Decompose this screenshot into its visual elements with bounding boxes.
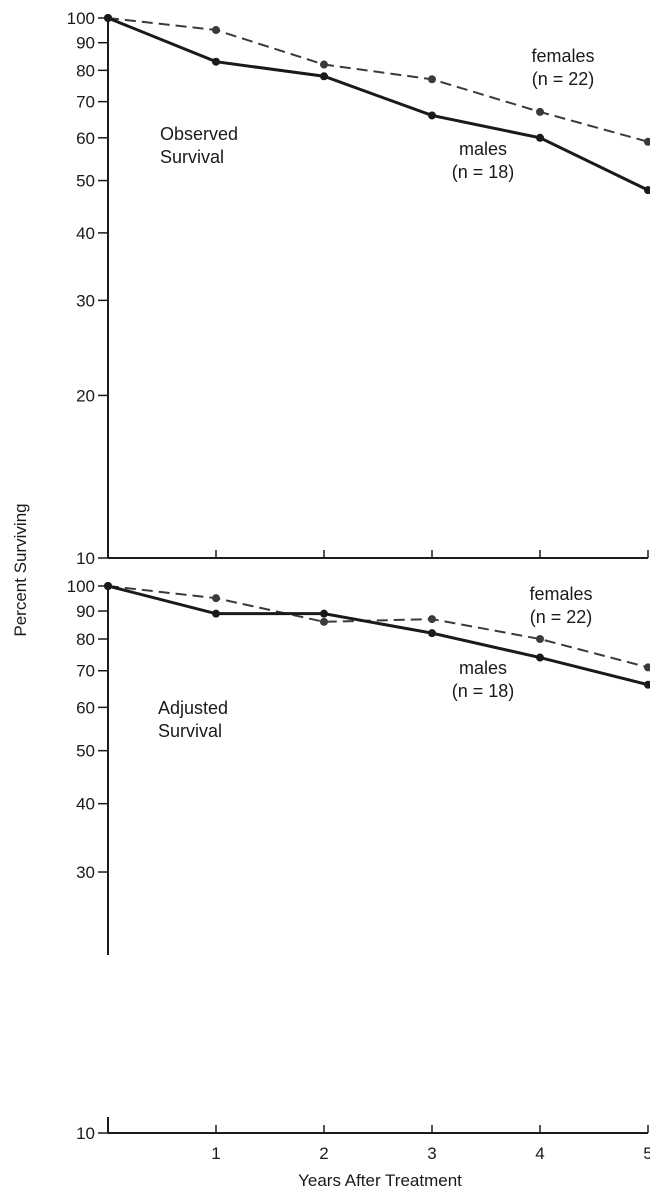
observed-y-tick-label: 40 bbox=[76, 224, 95, 243]
observed-females-point bbox=[212, 26, 220, 35]
observed-males-line bbox=[107, 16, 649, 192]
observed-y-tick-label: 70 bbox=[76, 93, 95, 112]
adjusted-males-point bbox=[104, 582, 112, 590]
adjusted-survival-panel: 10 30 40 50 60 70 80 90 100 1 2 3 4 5 females (n = 22) m… bbox=[67, 577, 650, 1163]
observed-panel-label: Observed bbox=[160, 124, 238, 144]
observed-males-point bbox=[104, 14, 112, 22]
adjusted-males-point bbox=[320, 609, 328, 618]
adjusted-x-tick-label: 5 bbox=[643, 1144, 650, 1163]
adjusted-males-point bbox=[428, 629, 436, 638]
adjusted-y-tick-label: 10 bbox=[76, 1124, 95, 1143]
observed-y-tick-label: 30 bbox=[76, 291, 95, 310]
adjusted-y-tick-label: 50 bbox=[76, 742, 95, 761]
adjusted-x-tick-label: 2 bbox=[319, 1144, 328, 1163]
adjusted-females-point bbox=[212, 594, 220, 603]
adjusted-females-point bbox=[320, 617, 328, 626]
adjusted-panel-label: Adjusted bbox=[158, 698, 228, 718]
adjusted-males-line bbox=[107, 584, 649, 687]
observed-y-tick-label: 60 bbox=[76, 129, 95, 148]
observed-survival-panel: 10 20 30 40 50 60 70 80 90 100 females (n = 22) male… bbox=[67, 9, 650, 568]
adjusted-males-label: males bbox=[459, 658, 507, 678]
observed-males-label: males bbox=[459, 139, 507, 159]
adjusted-y-tick-label: 100 bbox=[67, 577, 95, 596]
observed-males-point bbox=[536, 133, 544, 142]
observed-females-n-label: (n = 22) bbox=[532, 69, 595, 89]
adjusted-panel-label: Survival bbox=[158, 721, 222, 741]
adjusted-females-point bbox=[536, 635, 544, 644]
observed-y-tick-label: 50 bbox=[76, 172, 95, 191]
x-axis-title: Years After Treatment bbox=[298, 1171, 462, 1190]
adjusted-females-n-label: (n = 22) bbox=[530, 607, 593, 627]
adjusted-females-line bbox=[107, 585, 649, 669]
observed-males-point bbox=[428, 111, 436, 120]
adjusted-y-tick-label: 80 bbox=[76, 630, 95, 649]
observed-females-point bbox=[320, 60, 328, 69]
adjusted-females-point bbox=[644, 663, 650, 672]
observed-y-tick-label: 80 bbox=[76, 61, 95, 80]
observed-y-tick-label: 90 bbox=[76, 34, 95, 53]
observed-panel-label: Survival bbox=[160, 147, 224, 167]
adjusted-y-tick-label: 40 bbox=[76, 795, 95, 814]
observed-females-label: females bbox=[531, 46, 594, 66]
observed-y-tick-label: 20 bbox=[76, 386, 95, 405]
adjusted-males-point bbox=[536, 653, 544, 662]
observed-males-n-label: (n = 18) bbox=[452, 162, 515, 182]
observed-males-point bbox=[644, 186, 650, 195]
observed-y-tick-label: 10 bbox=[76, 549, 95, 568]
adjusted-females-label: females bbox=[529, 584, 592, 604]
adjusted-y-tick-label: 90 bbox=[76, 602, 95, 621]
adjusted-females-point bbox=[428, 615, 436, 624]
observed-males-point bbox=[212, 57, 220, 66]
adjusted-males-point bbox=[212, 609, 220, 618]
adjusted-y-tick-label: 30 bbox=[76, 863, 95, 882]
observed-females-point bbox=[644, 137, 650, 146]
observed-y-tick-label: 100 bbox=[67, 9, 95, 28]
adjusted-x-tick-label: 1 bbox=[211, 1144, 220, 1163]
observed-females-point bbox=[428, 75, 436, 84]
observed-males-point bbox=[320, 72, 328, 81]
adjusted-y-tick-label: 70 bbox=[76, 662, 95, 681]
adjusted-males-point bbox=[644, 680, 650, 689]
observed-females-line bbox=[107, 17, 649, 143]
observed-females-point bbox=[536, 107, 544, 116]
adjusted-x-tick-label: 4 bbox=[535, 1144, 544, 1163]
adjusted-x-tick-label: 3 bbox=[427, 1144, 436, 1163]
adjusted-y-tick-label: 60 bbox=[76, 698, 95, 717]
adjusted-males-n-label: (n = 18) bbox=[452, 681, 515, 701]
y-axis-title: Percent Surviving bbox=[11, 503, 30, 636]
